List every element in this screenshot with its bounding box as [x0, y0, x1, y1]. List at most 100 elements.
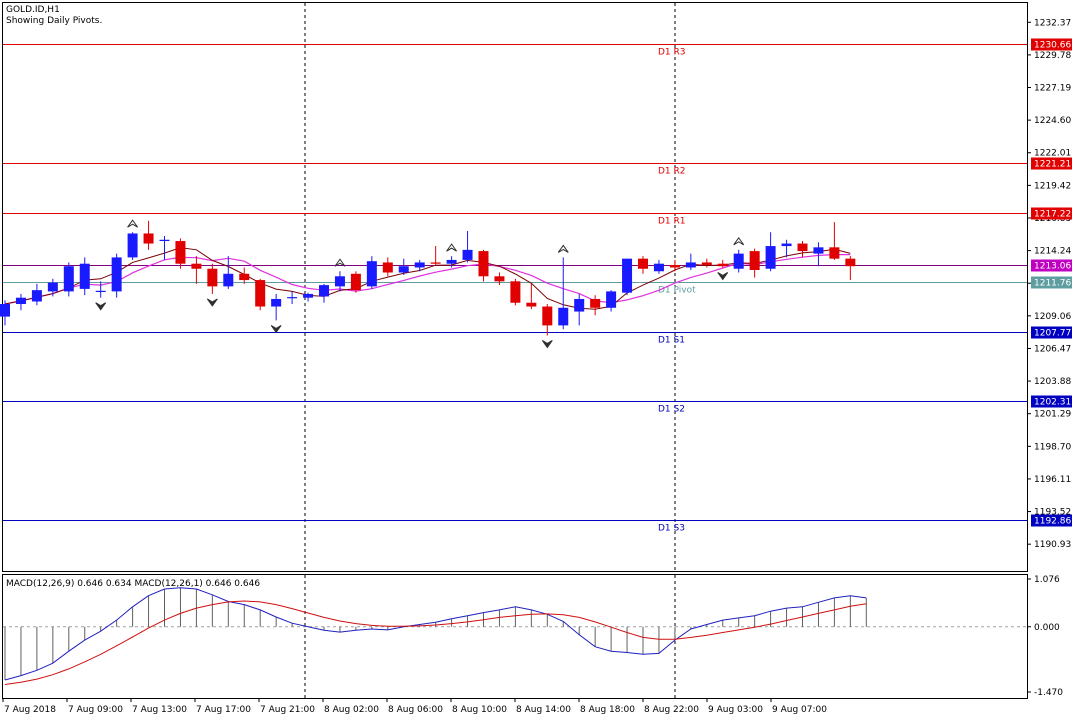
candle-body [542, 306, 553, 326]
candle-body [350, 273, 361, 291]
current-price-tag: 1213.06 [1034, 262, 1071, 272]
time-axis: 7 Aug 2018 7 Aug 09:00 7 Aug 13:00 7 Aug 17… [2, 698, 827, 715]
candle-body [446, 259, 457, 264]
candle-body [319, 285, 329, 297]
candle-body [574, 298, 585, 312]
level-tag-bg-d1-pivot [1031, 276, 1072, 289]
candle-body [334, 276, 345, 287]
price-tick-label: 1203.88 [1034, 377, 1071, 387]
candle-body [79, 263, 90, 289]
time-tick-label: 8 Aug 06:00 [388, 705, 443, 715]
candle-body [701, 262, 712, 265]
candle-body [494, 276, 505, 282]
level-label-d1-s2: D1 S2 [658, 405, 685, 415]
level-label-d1-s3: D1 S3 [658, 524, 685, 534]
candle-body [510, 281, 521, 303]
candle-body [622, 258, 633, 293]
level-tag-d1-r3: 1230.66 [1034, 41, 1071, 51]
candle-body [829, 247, 840, 259]
candle-body [414, 262, 425, 268]
candle-body [255, 280, 266, 307]
fractal-down-arrow [95, 302, 107, 311]
candle-body [430, 262, 441, 264]
level-tag-d1-s3: 1192.86 [1034, 517, 1071, 527]
candle-body [366, 261, 377, 287]
price-tick-label: 1219.42 [1034, 181, 1071, 191]
time-tick-label: 9 Aug 07:00 [772, 705, 827, 715]
candle-body [478, 251, 489, 277]
candle-body [669, 264, 680, 268]
candle-body [111, 257, 122, 292]
pivot-note: Showing Daily Pivots. [6, 16, 102, 26]
price-tick-label: 1214.24 [1034, 247, 1071, 257]
time-tick-label: 7 Aug 2018 [4, 705, 56, 715]
pivot-levels: D1 R3 D1 R2 D1 R1 D1 Pivot D1 S1 D1 S2 D1 S3 [3, 44, 1027, 534]
candle-body [239, 273, 250, 281]
time-tick-label: 8 Aug 02:00 [324, 705, 379, 715]
fractal-up-arrow [557, 244, 569, 253]
time-tick-label: 7 Aug 17:00 [196, 705, 251, 715]
time-tick-label: 8 Aug 14:00 [516, 705, 571, 715]
candle-body [558, 307, 569, 326]
time-tick-label: 8 Aug 22:00 [644, 705, 699, 715]
level-tag-bg-d1-r2 [1031, 157, 1072, 170]
macd-tick-label: 1.076 [1034, 575, 1060, 585]
fractal-down-arrow [206, 298, 218, 307]
level-tag-bg-d1-r1 [1031, 207, 1072, 220]
time-tick-label: 7 Aug 09:00 [68, 705, 123, 715]
level-label-d1-r1: D1 R1 [658, 217, 686, 227]
candle-body [653, 263, 664, 272]
candle-body [127, 233, 138, 258]
time-tick-label: 7 Aug 21:00 [260, 705, 315, 715]
level-tag-bg-d1-s3 [1031, 514, 1072, 527]
price-tick-label: 1198.70 [1034, 442, 1071, 452]
level-tag-d1-s2: 1202.31 [1034, 398, 1071, 408]
candle-body [749, 251, 760, 270]
candle-body [47, 282, 58, 292]
candle-body [638, 258, 648, 269]
time-tick-label: 8 Aug 18:00 [580, 705, 635, 715]
candle-body [303, 293, 314, 298]
candle-body [15, 297, 26, 305]
candle-body [765, 246, 776, 269]
fractal-up-arrow [127, 219, 139, 228]
candle-body [462, 249, 473, 260]
candle-body [845, 258, 856, 267]
macd-tick-label: -1.470 [1034, 688, 1063, 698]
candle-body [382, 262, 393, 273]
candlesticks [0, 220, 856, 336]
candle-body [191, 263, 202, 269]
candle-body [143, 233, 154, 244]
level-tag-bg-d1-s2 [1031, 395, 1072, 408]
candle-body [781, 243, 792, 247]
price-tick-label: 1229.78 [1034, 51, 1071, 61]
symbol-timeframe: GOLD.ID,H1 [6, 5, 60, 15]
candle-body [797, 243, 808, 252]
candle-body [0, 304, 10, 317]
candle-body [31, 290, 42, 302]
level-label-d1-r2: D1 R2 [658, 167, 686, 177]
fractal-up-arrow [446, 243, 458, 252]
level-tag-bg-d1-r3 [1031, 38, 1072, 51]
level-tag-d1-r1: 1217.22 [1034, 210, 1071, 220]
candle-body [63, 266, 74, 292]
macd-tick-label: 0.000 [1034, 623, 1060, 633]
ma-fast-line [4, 247, 851, 310]
ma-slow-line [4, 254, 851, 305]
level-label-d1-pivot: D1 Pivot [658, 286, 696, 296]
level-tag-d1-r2: 1221.21 [1034, 160, 1071, 170]
price-tick-label: 1209.06 [1034, 312, 1071, 322]
candle-body [733, 253, 744, 269]
candle-body [175, 241, 186, 264]
fractal-up-arrow [334, 258, 346, 267]
price-tick-label: 1196.11 [1034, 475, 1071, 485]
candle-body [271, 298, 282, 307]
price-tick-label: 1222.01 [1034, 149, 1071, 159]
price-level-tags: 1230.66 1221.21 1217.22 1211.76 1207.77 1202.… [1031, 38, 1072, 527]
price-panel[interactable]: D1 R3 D1 R2 D1 R1 D1 Pivot D1 S1 D1 S2 D1 S3 1… [0, 2, 1072, 572]
candle-body [223, 273, 234, 287]
time-tick-label: 8 Aug 10:00 [452, 705, 507, 715]
fractal-down-arrow [270, 324, 282, 334]
macd-axis: 1.076 0.000 -1.470 [1027, 575, 1063, 698]
